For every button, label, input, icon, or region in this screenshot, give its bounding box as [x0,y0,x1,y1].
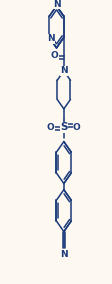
Text: N: N [59,250,67,259]
Text: N: N [52,0,60,9]
Text: N: N [59,66,67,75]
Text: O: O [47,123,54,131]
Text: O: O [50,51,58,60]
Text: O: O [72,123,80,131]
Text: S: S [60,122,67,132]
Text: N: N [46,34,54,43]
